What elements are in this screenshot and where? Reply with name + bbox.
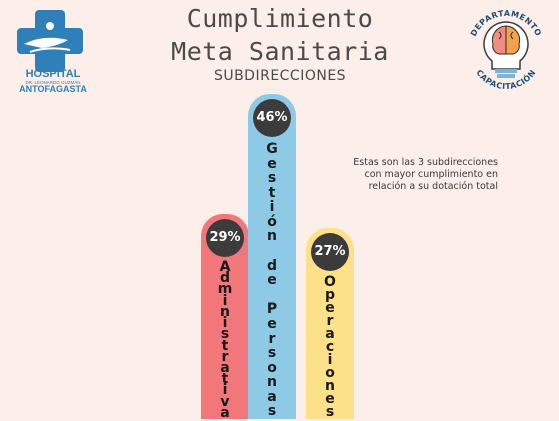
department-logo: DEPARTAMENTO CAPACITACIÓN xyxy=(469,9,543,91)
hospital-name: HOSPITAL xyxy=(26,68,81,80)
bar-value-label-3: 27% xyxy=(311,233,349,271)
note-line-1: Estas son las 3 subdirecciones xyxy=(353,157,498,168)
hospital-cross-icon xyxy=(17,10,83,72)
bar-value-label-2: 46% xyxy=(253,99,291,137)
hospital-city: ANTOFAGASTA xyxy=(19,84,87,94)
note-line-2: con mayor cumplimiento en xyxy=(364,169,498,180)
title-line-1: Cumplimiento xyxy=(186,4,374,33)
description-note: Estas son las 3 subdirecciones con mayor… xyxy=(340,157,498,193)
bar-2 xyxy=(248,94,296,419)
page-subtitle: SUBDIRECCIONES xyxy=(213,68,347,84)
title-line-2: Meta Sanitaria xyxy=(171,37,389,66)
bar-value-label-1: 29% xyxy=(206,219,244,257)
hospital-doctor: DR. LEONARDO GUZMÁN xyxy=(25,79,80,85)
hospital-logo: HOSPITAL DR. LEONARDO GUZMÁN ANTOFAGASTA xyxy=(17,10,87,94)
note-line-3: relación a su dotación total xyxy=(368,181,498,192)
brain-bulb-icon xyxy=(483,21,529,78)
page-title: Cumplimiento Meta Sanitaria xyxy=(120,2,440,68)
